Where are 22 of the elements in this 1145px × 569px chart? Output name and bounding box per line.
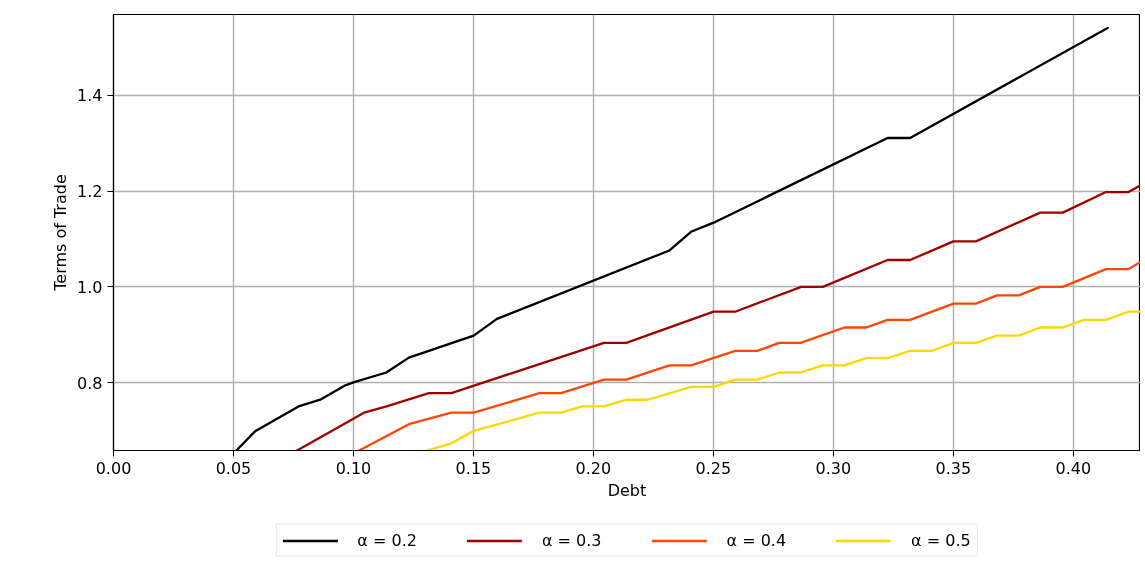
x-tick-label: 0.00 — [95, 458, 132, 478]
y-axis-title: Terms of Trade — [51, 174, 71, 292]
x-tick-label: 0.05 — [215, 458, 252, 478]
y-tick-label: 0.8 — [77, 373, 103, 393]
x-tick-label: 0.25 — [695, 458, 732, 478]
x-tick-label: 0.10 — [335, 458, 372, 478]
legend-label: α = 0.5 — [911, 530, 971, 550]
x-tick-label: 0.20 — [575, 458, 612, 478]
line-series — [425, 310, 1140, 451]
y-tick-label: 1.4 — [77, 86, 103, 106]
line-series — [358, 260, 1140, 451]
x-axis-title: Debt — [607, 480, 647, 500]
legend-label: α = 0.3 — [541, 530, 602, 550]
legend-label: α = 0.2 — [357, 530, 417, 550]
x-tick-label: 0.35 — [935, 458, 972, 478]
line-series — [295, 184, 1140, 451]
x-tick-label: 0.30 — [815, 458, 852, 478]
y-tick-label: 1.2 — [77, 182, 103, 202]
x-tick-label: 0.15 — [455, 458, 492, 478]
legend-label: α = 0.4 — [726, 530, 787, 550]
x-tick-label: 0.40 — [1055, 458, 1092, 478]
y-tick-label: 1.0 — [77, 277, 103, 297]
